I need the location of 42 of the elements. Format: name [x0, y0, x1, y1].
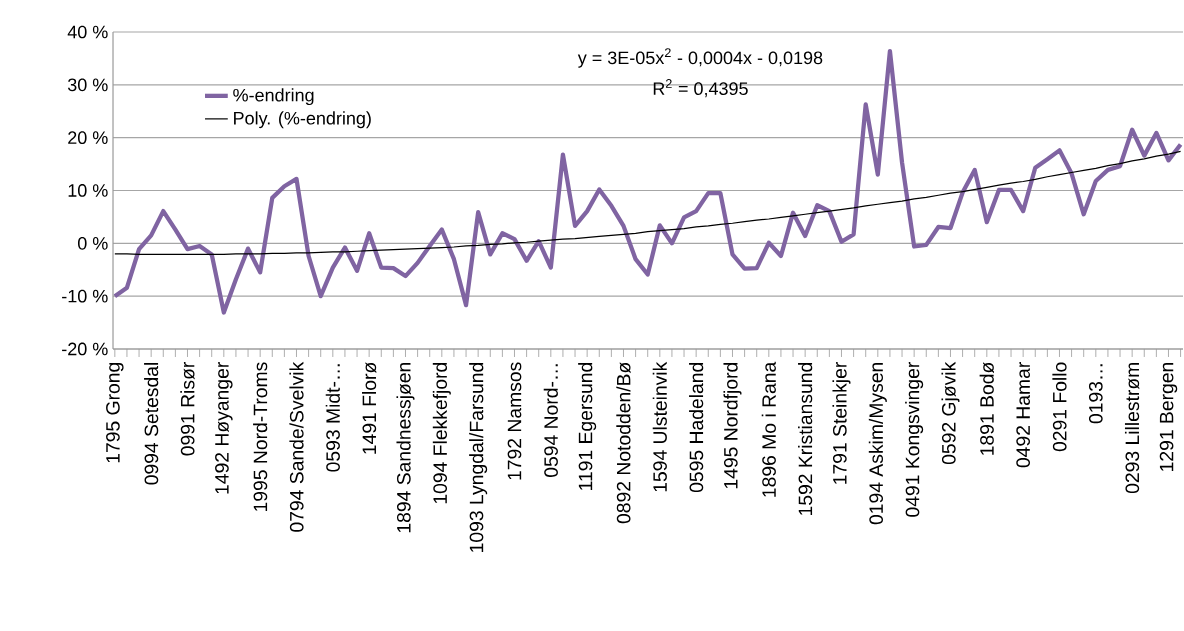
annotation: R$^{2}$ = 0,4395	[653, 79, 748, 98]
y-tick-label: -10 %	[62, 289, 108, 303]
x-tick-label: 1995 Nord-Troms	[253, 362, 268, 512]
x-tick-label: 1791 Steinkjer	[832, 362, 851, 484]
y-tick-label: 30 %	[67, 78, 108, 92]
y-tick-label: -20 %	[62, 342, 108, 356]
x-tick-label: 1291 Bergen	[1159, 363, 1178, 471]
x-tick-label: 0593 Midt-…	[325, 364, 340, 472]
x-tick-label: 0595 Hadeland	[689, 362, 704, 493]
x-tick-label: 1792 Namsos	[507, 362, 522, 480]
x-tick-label: 1093 Lyngdal/Farsund	[469, 362, 488, 552]
x-tick-label: 1795 Grong	[106, 362, 124, 463]
x-tick-label: 0492 Hamar	[1016, 362, 1030, 468]
x-tick-label: 1492 Høyanger	[215, 362, 233, 494]
y-tick-label: 40 %	[67, 25, 108, 39]
legend-label: %-endring	[233, 88, 314, 106]
x-tick-label: 0491 Kongsvinger	[905, 362, 924, 517]
x-tick-label: 0194 Askim/Mysen	[868, 362, 887, 525]
x-tick-label: 0994 Setesdal	[144, 363, 159, 485]
x-tick-label: 1894 Sandnessjøen	[396, 363, 415, 533]
x-tick-label: 0794 Sande/Svelvik	[289, 361, 304, 532]
x-tick-label: 0293 Lillestrøm	[1124, 363, 1140, 494]
x-tick-label: 0892 Notodden/Bø	[616, 362, 631, 524]
x-tick-label: 0193…	[1088, 364, 1103, 424]
x-tick-label: 1592 Kristiansund	[798, 362, 813, 515]
x-tick-label: 0291 Follo	[1052, 362, 1067, 452]
y-tick-label: 10 %	[68, 184, 108, 197]
x-tick-label: 1594 Ulsteinvik	[652, 361, 667, 492]
x-tick-label: 0991 Risør	[180, 362, 195, 456]
line-series	[112, 48, 1183, 315]
y-tick-label: 0 %	[78, 236, 108, 250]
legend-label: Poly. (%-endring)	[234, 111, 371, 129]
x-tick-label: 1891 Bodø	[979, 362, 994, 455]
x-tick-label: 1495 Nordfjord	[723, 362, 742, 489]
y-tick-label: 20 %	[68, 131, 108, 145]
x-tick-label: 1896 Mo i Rana	[761, 361, 776, 497]
x-tick-label: 0594 Nord-…	[543, 364, 558, 477]
x-tick-label: 1491 Florø	[361, 362, 377, 454]
x-tick-label: 1191 Egersund	[578, 362, 597, 490]
x-tick-label: 1094 Flekkefjord	[432, 362, 451, 504]
annotation: y = 3E-05x$^{2}$ - 0,0004x - 0,0198	[577, 48, 823, 68]
x-tick-label: 0592 Gjøvik	[941, 361, 960, 465]
